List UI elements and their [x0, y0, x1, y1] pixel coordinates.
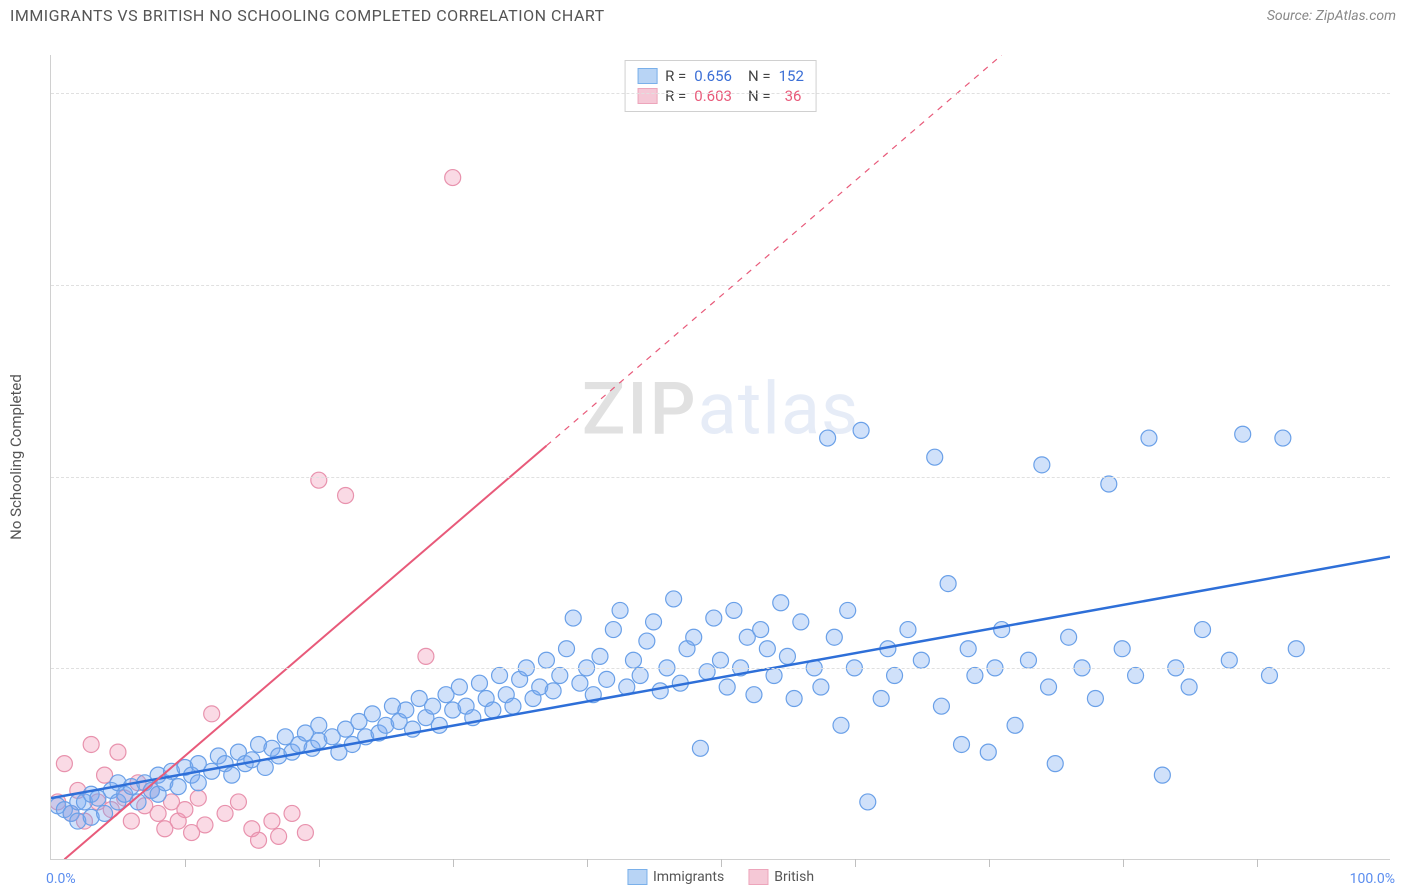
- gridline: [51, 668, 1390, 669]
- swatch-blue-icon: [637, 68, 657, 84]
- y-tick-label: 10.0%: [1395, 469, 1406, 485]
- x-tick: [989, 859, 990, 867]
- gridline: [51, 93, 1390, 94]
- x-tick: [319, 859, 320, 867]
- n-value-immigrants: 152: [779, 67, 804, 85]
- x-tick: [587, 859, 588, 867]
- source-label: Source: ZipAtlas.com: [1267, 8, 1396, 24]
- x-tick: [1123, 859, 1124, 867]
- plot-svg: [51, 55, 1390, 859]
- y-tick-label: 15.0%: [1395, 277, 1406, 293]
- stats-box: R = 0.656 N = 152 R = 0.603 N = 36: [624, 60, 817, 112]
- x-tick: [1257, 859, 1258, 867]
- y-axis-title: No Schooling Completed: [7, 374, 25, 540]
- swatch-pink-icon: [748, 869, 768, 885]
- chart-area: No Schooling Completed ZIPatlas R = 0.65…: [50, 55, 1390, 860]
- n-value-british: 36: [785, 87, 802, 105]
- r-value-british: 0.603: [694, 87, 732, 105]
- x-tick: [721, 859, 722, 867]
- swatch-blue-icon: [627, 869, 647, 885]
- y-tick-label: 20.0%: [1395, 85, 1406, 101]
- x-tick: [453, 859, 454, 867]
- gridline: [51, 477, 1390, 478]
- chart-title: IMMIGRANTS VS BRITISH NO SCHOOLING COMPL…: [10, 6, 605, 25]
- y-tick-label: 5.0%: [1395, 660, 1406, 676]
- gridline: [51, 285, 1390, 286]
- swatch-pink-icon: [637, 88, 657, 104]
- r-value-immigrants: 0.656: [694, 67, 732, 85]
- legend-label-british: British: [774, 869, 814, 885]
- x-tick: [855, 859, 856, 867]
- x-axis-min-label: 0.0%: [46, 871, 76, 887]
- stats-row-british: R = 0.603 N = 36: [637, 87, 804, 105]
- legend-item-immigrants: Immigrants: [627, 869, 724, 885]
- legend-item-british: British: [748, 869, 814, 885]
- r-label: R =: [665, 87, 686, 105]
- stats-row-immigrants: R = 0.656 N = 152: [637, 67, 804, 85]
- x-tick: [185, 859, 186, 867]
- legend: Immigrants British: [627, 869, 814, 885]
- n-label: N =: [748, 87, 771, 105]
- n-label: N =: [748, 67, 771, 85]
- x-axis-max-label: 100.0%: [1350, 871, 1395, 887]
- r-label: R =: [665, 67, 686, 85]
- legend-label-immigrants: Immigrants: [653, 869, 724, 885]
